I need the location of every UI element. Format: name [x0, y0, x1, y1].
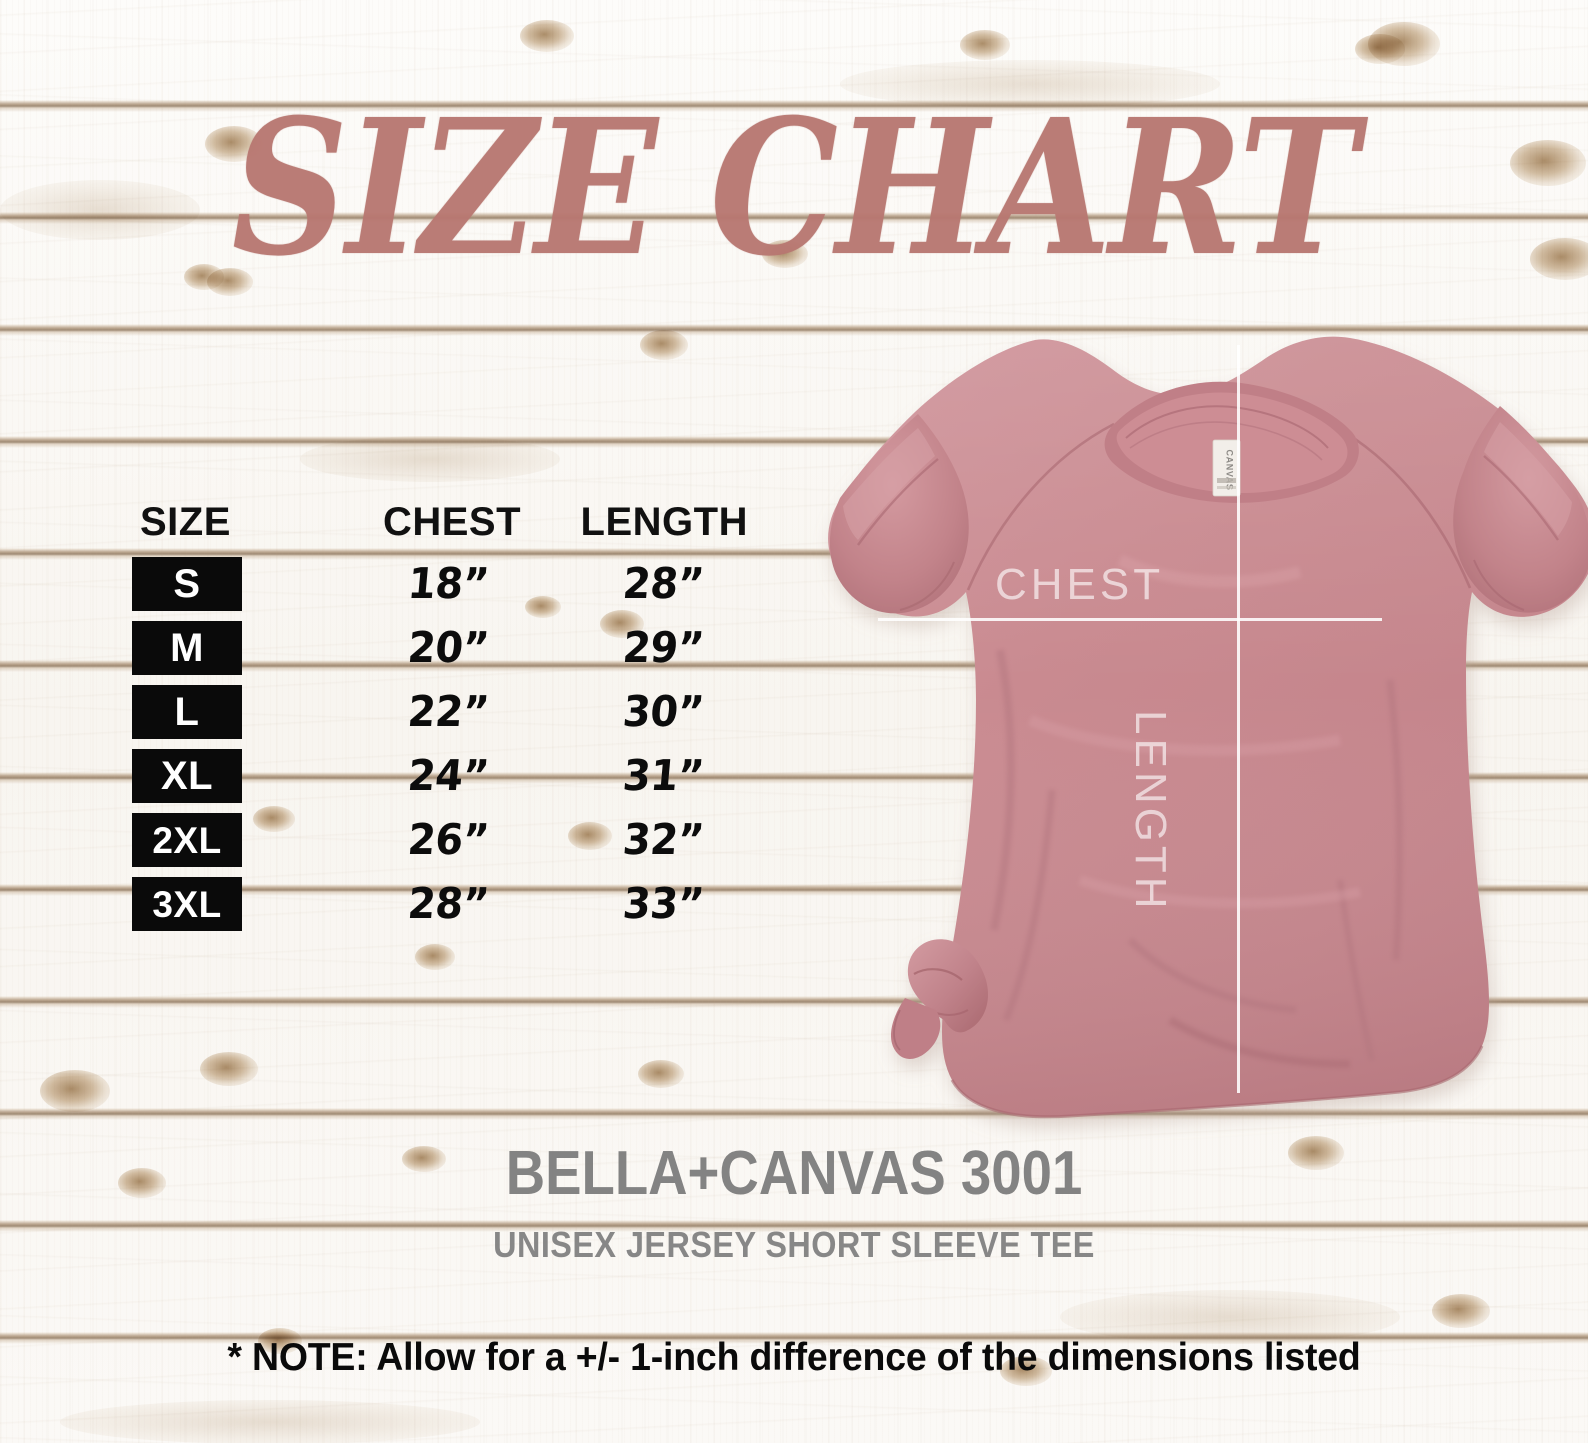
- length-cell: 28”: [564, 559, 762, 609]
- svg-text:CANVAS: CANVAS: [1225, 450, 1235, 491]
- chest-cell: 18”: [332, 559, 564, 609]
- size-cell: M: [132, 621, 332, 675]
- table-header-row: SIZE CHEST LENGTH: [132, 500, 762, 552]
- length-cell: 30”: [564, 687, 762, 737]
- size-cell: 2XL: [132, 813, 332, 867]
- chest-cell: 26”: [332, 815, 564, 865]
- length-value: 29”: [620, 623, 706, 673]
- note-text: * NOTE: Allow for a +/- 1-inch differenc…: [227, 1336, 1361, 1379]
- chest-value: 20”: [405, 623, 491, 673]
- product-subtitle: UNISEX JERSEY SHORT SLEEVE TEE: [493, 1224, 1095, 1265]
- size-cell: L: [132, 685, 332, 739]
- length-cell: 31”: [564, 751, 762, 801]
- chest-value: 26”: [405, 815, 491, 865]
- size-table: SIZE CHEST LENGTH S 18” 28” M 20” 29”: [132, 500, 762, 936]
- tshirt-knot: [890, 939, 988, 1059]
- chest-guide-line: [878, 618, 1382, 621]
- tshirt-image: CANVAS: [700, 320, 1588, 1140]
- column-header-length: LENGTH: [580, 500, 748, 544]
- length-value: 28”: [620, 559, 706, 609]
- chest-cell: 20”: [332, 623, 564, 673]
- length-value: 31”: [620, 751, 706, 801]
- column-header-chest: CHEST: [382, 500, 522, 544]
- size-badge: 3XL: [132, 877, 242, 931]
- length-cell: 29”: [564, 623, 762, 673]
- size-badge: L: [132, 685, 242, 739]
- size-badge: XL: [132, 749, 242, 803]
- neck-tag: CANVAS: [1212, 439, 1241, 497]
- table-row: 2XL 26” 32”: [132, 808, 762, 872]
- length-value: 30”: [620, 687, 706, 737]
- length-guide-line: [1237, 345, 1240, 1093]
- size-badge: M: [132, 621, 242, 675]
- column-header-size: SIZE: [140, 500, 231, 544]
- length-value: 32”: [620, 815, 706, 865]
- length-cell: 32”: [564, 815, 762, 865]
- chest-guide-label: CHEST: [995, 560, 1165, 609]
- length-value: 33”: [620, 879, 706, 929]
- brand-name: BELLA+CANVAS 3001: [505, 1139, 1083, 1208]
- chest-value: 18”: [405, 559, 491, 609]
- size-badge: S: [132, 557, 242, 611]
- size-cell: 3XL: [132, 877, 332, 931]
- chest-value: 24”: [405, 751, 491, 801]
- table-row: L 22” 30”: [132, 680, 762, 744]
- table-row: 3XL 28” 33”: [132, 872, 762, 936]
- size-cell: S: [132, 557, 332, 611]
- size-cell: XL: [132, 749, 332, 803]
- chest-value: 28”: [405, 879, 491, 929]
- table-row: XL 24” 31”: [132, 744, 762, 808]
- length-guide-label: LENGTH: [1126, 710, 1175, 913]
- table-row: M 20” 29”: [132, 616, 762, 680]
- chest-cell: 28”: [332, 879, 564, 929]
- size-badge: 2XL: [132, 813, 242, 867]
- length-cell: 33”: [564, 879, 762, 929]
- chest-cell: 22”: [332, 687, 564, 737]
- chest-cell: 24”: [332, 751, 564, 801]
- page-title: SIZE CHART: [231, 79, 1359, 298]
- chest-value: 22”: [405, 687, 491, 737]
- table-row: S 18” 28”: [132, 552, 762, 616]
